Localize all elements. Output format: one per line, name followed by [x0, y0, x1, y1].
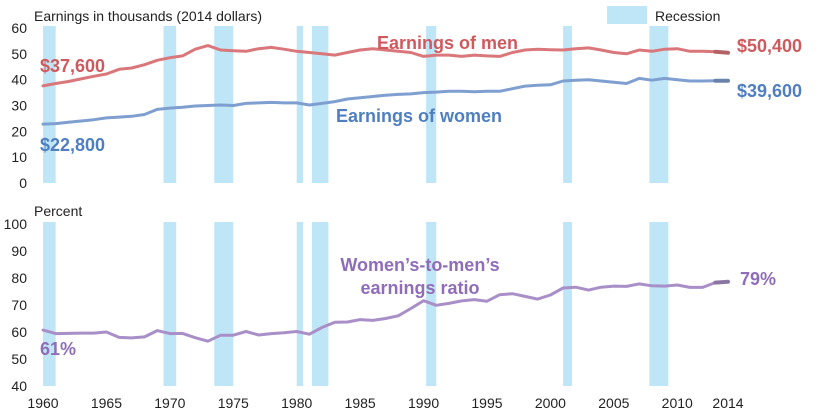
x-tick-label-1965: 1965 [91, 395, 122, 411]
top-series-lines [41, 44, 730, 126]
recession-band-1 [163, 26, 177, 183]
x-tick-label-1960: 1960 [27, 395, 58, 411]
y-tick-label-10: 10 [11, 149, 27, 165]
y-tick-label-30: 30 [11, 98, 27, 114]
x-tick-label-2005: 2005 [598, 395, 629, 411]
recession-band-0 [43, 222, 56, 386]
y-tick-label-20: 20 [11, 123, 27, 139]
x-tick-label-1980: 1980 [281, 395, 312, 411]
x-tick-label-1995: 1995 [471, 395, 502, 411]
x-tick-label-1970: 1970 [154, 395, 185, 411]
y-tick-label-50: 50 [11, 46, 27, 62]
x-tick-label-2010: 2010 [662, 395, 693, 411]
legend-recession-swatch [607, 6, 647, 24]
y-tick-label-60: 60 [11, 324, 27, 340]
recession-band-7 [649, 26, 669, 183]
x-tick-label-1990: 1990 [408, 395, 439, 411]
recession-band-4 [311, 222, 329, 386]
y-tick-label-60: 60 [11, 20, 27, 36]
series-line-0 [41, 44, 730, 88]
y-tick-label-70: 70 [11, 297, 27, 313]
x-axis-ticks: 1960 1965 1970 1975 1980 1985 1990 1995 2000 2005… [27, 395, 743, 411]
y-tick-label-90: 90 [11, 243, 27, 259]
recession-band-6 [563, 26, 572, 183]
y-tick-label-100: 100 [4, 216, 28, 232]
bottom-series-lines [41, 279, 730, 343]
y-tick-label-80: 80 [11, 270, 27, 286]
y-tick-label-40: 40 [11, 378, 27, 394]
recession-band-2 [214, 222, 234, 386]
bottom-y-axis-ticks: 40 50 60 70 80 90 100 [4, 216, 28, 394]
series-line-1 [41, 76, 730, 126]
bottom-chart-title: Percent [34, 203, 82, 219]
women-start-label: $22,800 [40, 135, 105, 155]
y-tick-label-0: 0 [19, 175, 27, 191]
women-series-name: Earnings of women [336, 106, 502, 126]
recession-band-3 [296, 222, 304, 386]
recession-bands-bottom [43, 222, 669, 386]
top-chart-title: Earnings in thousands (2014 dollars) [34, 8, 262, 24]
series-line-0 [41, 280, 730, 343]
x-tick-label-2014: 2014 [712, 395, 743, 411]
series-line-end-0 [713, 49, 730, 55]
recession-band-1 [163, 222, 177, 386]
recession-band-7 [649, 222, 669, 386]
x-tick-label-2000: 2000 [535, 395, 566, 411]
y-tick-label-40: 40 [11, 72, 27, 88]
ratio-end-label: 79% [740, 269, 776, 289]
recession-band-5 [426, 26, 437, 183]
x-tick-label-1975: 1975 [218, 395, 249, 411]
ratio-series-name-line2: earnings ratio [360, 278, 479, 298]
x-tick-label-1985: 1985 [345, 395, 376, 411]
men-end-label: $50,400 [737, 36, 802, 56]
y-tick-label-50: 50 [11, 351, 27, 367]
women-end-label: $39,600 [737, 81, 802, 101]
men-series-name: Earnings of men [377, 33, 518, 53]
men-start-label: $37,600 [40, 56, 105, 76]
top-y-axis-ticks: 0 10 20 30 40 50 60 [11, 20, 27, 191]
recession-band-0 [43, 26, 56, 183]
series-line-end-0 [713, 279, 730, 285]
recession-band-6 [563, 222, 572, 386]
legend-recession-label: Recession [655, 8, 720, 24]
ratio-start-label: 61% [40, 339, 76, 359]
ratio-series-name-line1: Women’s-to-men’s [340, 255, 499, 275]
